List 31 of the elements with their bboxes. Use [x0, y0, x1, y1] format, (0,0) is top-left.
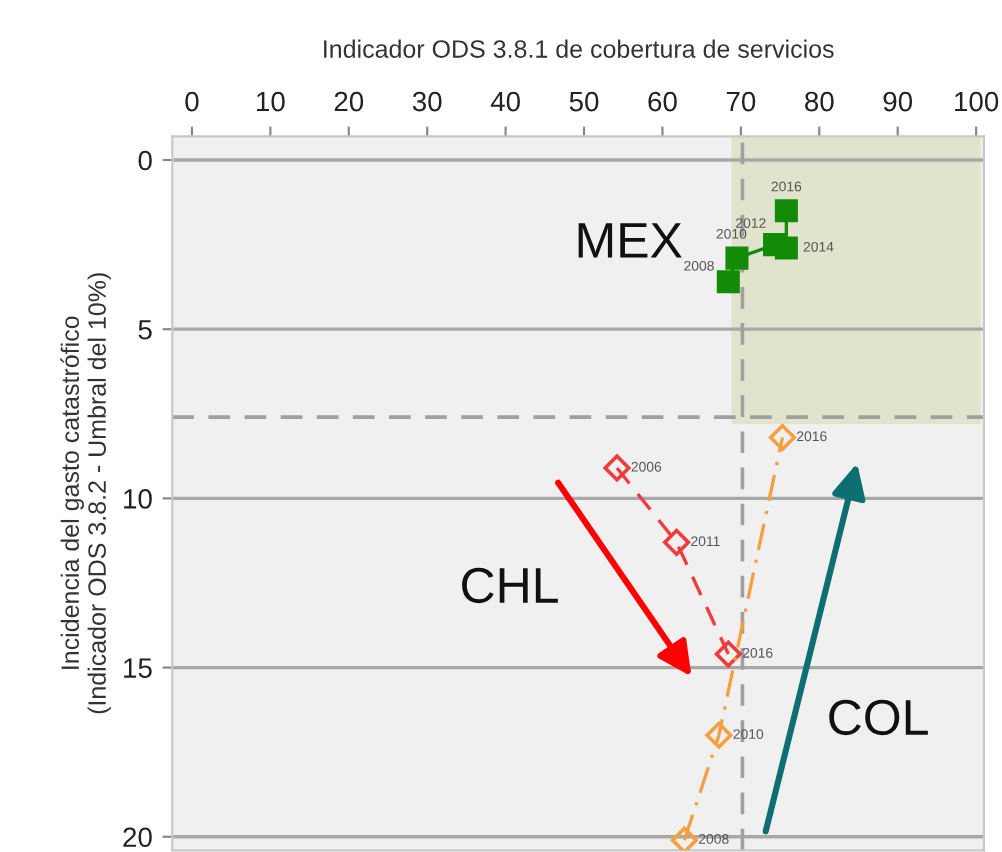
point: [774, 236, 798, 260]
y-tick-label: 5: [138, 320, 152, 340]
point: [603, 454, 631, 482]
y-tick-label: 20: [123, 827, 152, 848]
x-tick-label: 30: [412, 91, 442, 112]
point: [725, 246, 749, 270]
y-axis-title: Incidencia del gasto catastrófico (Indicador ODS 3.8.2 - Umbral del 10%): [60, 273, 111, 714]
x-tick-label: 0: [185, 91, 199, 112]
point: [716, 270, 740, 294]
point: [670, 826, 698, 851]
x-tick-label: 60: [648, 91, 677, 112]
y-tick-label: 0: [138, 150, 152, 171]
x-tick-label: 100: [955, 91, 999, 112]
x-tick-label: 70: [726, 91, 756, 112]
point: [774, 199, 798, 223]
x-tick-label: 10: [257, 91, 285, 112]
series-label: MEX: [578, 223, 682, 258]
x-tick-label: 90: [883, 91, 913, 112]
point: [662, 528, 691, 556]
text: CHL: [462, 567, 558, 604]
x-axis-title: Indicador ODS 3.8.1 de cobertura de servicios: [324, 39, 834, 58]
x-tick-label: 50: [569, 91, 599, 112]
series-label: COL: [829, 699, 928, 736]
x-tick-label: 80: [805, 91, 834, 112]
x-tick-label: 20: [334, 91, 364, 112]
point: [768, 423, 797, 452]
y-tick-label: 15: [124, 658, 152, 678]
point: [705, 721, 733, 749]
x-tick-label: 40: [490, 91, 520, 112]
point: [714, 640, 742, 668]
y-tick-label: 10: [124, 489, 152, 509]
